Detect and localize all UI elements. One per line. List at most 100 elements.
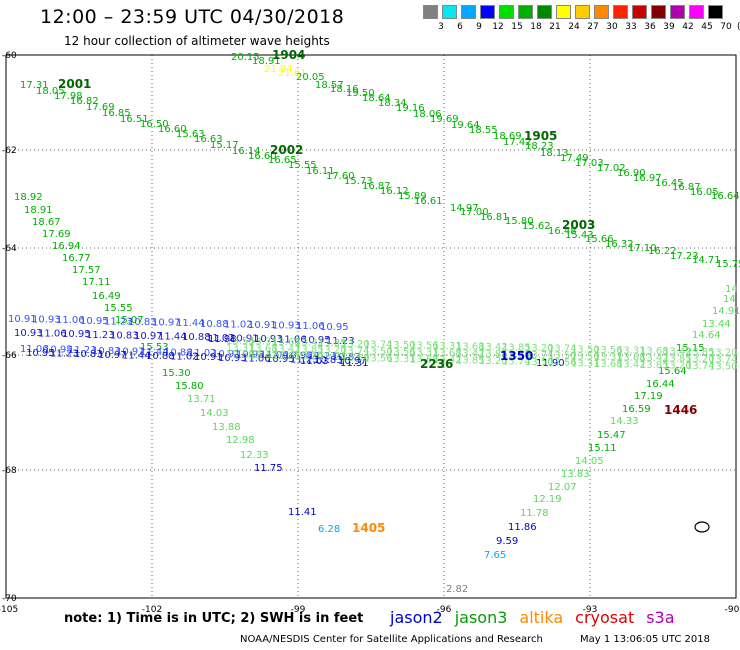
swh-reading: 16.60 — [158, 124, 187, 135]
track-id: 2003 — [562, 218, 595, 232]
dense-track-reading: 13.68 — [226, 350, 255, 361]
dense-track-reading: 10.93 — [272, 321, 301, 332]
scale-label: 6 — [457, 22, 463, 32]
scale-label: 12 — [492, 22, 504, 32]
swh-reading: 18.91 — [24, 205, 53, 216]
swh-reading: 18.67 — [32, 217, 61, 228]
swh-reading: 7.65 — [484, 550, 506, 561]
latitude-label: -68 — [2, 466, 17, 476]
dense-track-reading: 13.68 — [617, 352, 646, 363]
dense-track-reading: 13.20 — [318, 345, 347, 356]
dense-track-reading: 10.95 — [320, 322, 349, 333]
dense-track-reading: 13.74 — [364, 339, 393, 350]
swh-reading: 17.69 — [42, 229, 71, 240]
scale-label: 36 — [644, 22, 656, 32]
dense-track-reading: 13.68 — [594, 359, 623, 370]
swh-reading: 18.57 — [315, 80, 344, 91]
dense-track-reading: 10.95 — [302, 335, 331, 346]
swh-reading: 18.05 — [36, 86, 65, 97]
swh-reading: 17.23 — [670, 251, 699, 262]
scale-label: 42 — [682, 22, 694, 32]
dense-track-reading: 13.42 — [249, 351, 278, 362]
swh-reading: 20.15 — [231, 52, 260, 63]
scale-swatch — [651, 5, 666, 19]
swh-reading: 18.92 — [14, 192, 43, 203]
scale-swatch — [613, 5, 628, 19]
dense-track-reading: 10.97 — [134, 331, 163, 342]
dense-track-reading: 13.85 — [502, 343, 531, 354]
swh-reading: 16.77 — [62, 253, 91, 264]
scale-swatch — [423, 5, 438, 19]
dense-track-reading: 13.42 — [479, 342, 508, 353]
swh-reading: 15.64 — [658, 366, 687, 377]
swh-reading: 16.97 — [633, 173, 662, 184]
dense-track-reading: 13.31 — [249, 337, 278, 348]
scale-label: 15 — [511, 22, 523, 32]
swh-reading: 15.62 — [522, 221, 551, 232]
swh-reading: 16.65 — [268, 155, 297, 166]
dense-track-reading: 10.88 — [182, 332, 211, 343]
scale-swatch — [575, 5, 590, 19]
dense-track-reading: 10.95 — [26, 348, 55, 359]
dense-track-reading: 13.20 — [525, 343, 554, 354]
dense-track-reading: 11.06 — [20, 344, 49, 355]
legend-altika: altika — [519, 608, 564, 627]
dense-track-reading: 13.42 — [617, 359, 646, 370]
latitude-label: -64 — [2, 244, 17, 254]
dense-track-reading: 13.42 — [663, 346, 692, 357]
swh-reading: 18.34 — [378, 98, 407, 109]
swh-reading: 15.75 — [716, 259, 740, 270]
dense-track-reading: 13.85 — [456, 356, 485, 367]
island-outline — [694, 521, 710, 533]
longitude-label: -93 — [583, 605, 598, 615]
swh-reading: 11.90 — [536, 358, 565, 369]
satellite-legend: jason2 jason3 altika cryosat s3a — [390, 608, 687, 627]
scale-swatch — [461, 5, 476, 19]
swh-reading: 14.91 — [712, 306, 740, 317]
scale-swatch — [480, 5, 495, 19]
swh-reading: 17.02 — [597, 163, 626, 174]
dense-track-reading: 13.74 — [318, 352, 347, 363]
latitude-label: -66 — [2, 351, 17, 361]
dense-track-reading: 10.93 — [218, 353, 247, 364]
swh-reading: 15.73 — [344, 176, 373, 187]
dense-track-reading: 10.93 — [236, 349, 265, 360]
dense-track-reading: 13.20 — [663, 360, 692, 371]
track-id: 2001 — [58, 77, 91, 91]
dense-track-reading: 11.23 — [104, 316, 133, 327]
swh-reading: 14.97 — [450, 203, 479, 214]
dense-track-reading: 13.20 — [295, 352, 324, 363]
dense-track-reading: 10.93 — [254, 334, 283, 345]
swh-reading: 12.33 — [240, 450, 269, 461]
swh-reading: 17.31 — [20, 80, 49, 91]
scale-label: 21 — [549, 22, 561, 32]
swh-reading: 17.00 — [460, 207, 489, 218]
swh-reading: 15.11 — [588, 443, 617, 454]
swh-reading: 15.80 — [505, 216, 534, 227]
dense-track-reading: 13.20 — [341, 339, 370, 350]
dense-track-reading: 13.31 — [571, 358, 600, 369]
dense-track-reading: 13.68 — [272, 337, 301, 348]
dense-track-reading: 11.06 — [260, 350, 289, 361]
dense-track-reading: 11.44 — [122, 350, 151, 361]
swh-reading: 16.50 — [140, 119, 169, 130]
footer-note: note: 1) Time is in UTC; 2) SWH is in fe… — [64, 611, 364, 626]
dense-track-reading: 13.85 — [318, 338, 347, 349]
swh-reading: 18.91 — [252, 56, 281, 67]
scale-swatch — [594, 5, 609, 19]
dense-track-reading: 10.88 — [200, 319, 229, 330]
swh-reading: 18.69 — [493, 131, 522, 142]
dense-track-reading: 11.23 — [50, 349, 79, 360]
swh-reading: 21.84 — [264, 64, 293, 75]
longitude-label: -90 — [725, 605, 740, 615]
swh-reading: 18.16 — [330, 84, 359, 95]
dense-track-reading: 13.50 — [571, 344, 600, 355]
swh-reading: 16.05 — [690, 187, 719, 198]
dense-track-reading: 13.85 — [640, 360, 669, 371]
swh-reading: 16.32 — [605, 239, 634, 250]
dense-track-reading: 11.23 — [308, 351, 337, 362]
dense-track-reading: 11.44 — [158, 332, 187, 343]
dense-track-reading: 13.85 — [295, 345, 324, 356]
scale-swatch — [632, 5, 647, 19]
